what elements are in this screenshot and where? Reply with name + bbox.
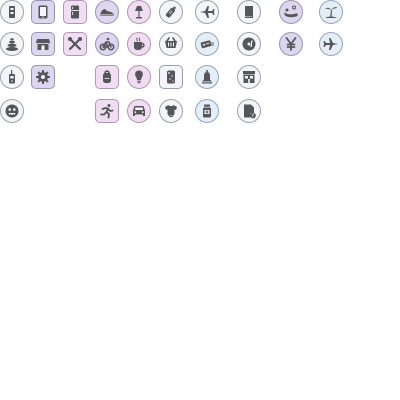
basket-icon[interactable] bbox=[159, 32, 183, 56]
running-person-icon[interactable] bbox=[95, 99, 119, 123]
battery-phone-icon[interactable] bbox=[0, 0, 24, 24]
bell-icon[interactable] bbox=[195, 65, 219, 89]
airplane-landing-icon[interactable] bbox=[319, 32, 343, 56]
gear-icon[interactable] bbox=[31, 65, 55, 89]
medicine-jar-icon[interactable] bbox=[195, 99, 219, 123]
baby-bottle-icon[interactable] bbox=[159, 0, 183, 24]
backpack-icon[interactable] bbox=[95, 65, 119, 89]
tablet-icon[interactable] bbox=[31, 0, 55, 24]
hot-spring-icon[interactable] bbox=[279, 0, 303, 24]
airplane-icon[interactable] bbox=[195, 0, 219, 24]
palm-beach-icon[interactable] bbox=[319, 0, 343, 24]
shop-icon[interactable] bbox=[237, 65, 261, 89]
tickets-icon[interactable] bbox=[195, 32, 219, 56]
lightbulb-icon[interactable] bbox=[127, 65, 151, 89]
tools-icon[interactable] bbox=[63, 32, 87, 56]
phone-case-icon[interactable] bbox=[159, 65, 183, 89]
floor-lamp-icon[interactable] bbox=[127, 0, 151, 24]
stone-stack-icon[interactable] bbox=[0, 32, 24, 56]
bicycle-icon[interactable] bbox=[95, 32, 119, 56]
yen-icon[interactable] bbox=[279, 32, 303, 56]
book-icon[interactable] bbox=[237, 0, 261, 24]
sneaker-icon[interactable] bbox=[95, 0, 119, 24]
document-music-icon[interactable] bbox=[237, 99, 261, 123]
car-front-icon[interactable] bbox=[127, 99, 151, 123]
monster-face-icon[interactable] bbox=[0, 99, 24, 123]
refrigerator-icon[interactable] bbox=[63, 0, 87, 24]
baby-onesie-icon[interactable] bbox=[159, 99, 183, 123]
music-disc-icon[interactable] bbox=[237, 32, 261, 56]
coffee-cup-icon[interactable] bbox=[127, 32, 151, 56]
storefront-icon[interactable] bbox=[31, 32, 55, 56]
walkie-talkie-icon[interactable] bbox=[0, 65, 24, 89]
